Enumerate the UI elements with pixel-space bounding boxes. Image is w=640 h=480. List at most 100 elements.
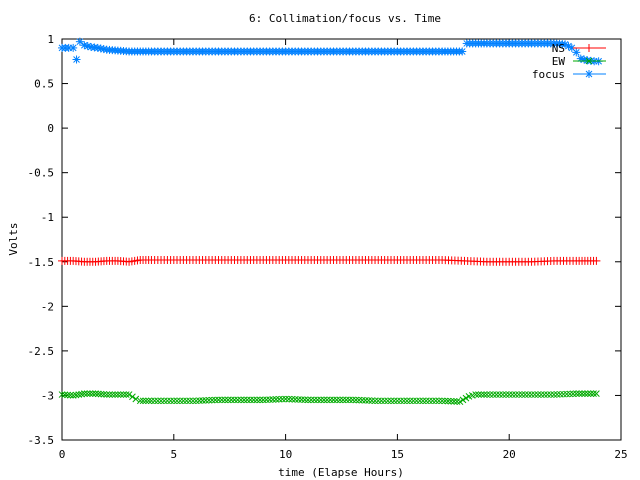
- series-fill-marker: [453, 398, 461, 405]
- series-fill-marker: [502, 391, 510, 398]
- data-point: [348, 47, 357, 56]
- y-tick-label: 1: [47, 33, 54, 46]
- x-axis-label: time (Elapse Hours): [278, 466, 404, 479]
- y-axis-label: Volts: [7, 222, 20, 255]
- series-fill-marker: [515, 391, 523, 398]
- series-fill-marker: [202, 397, 210, 404]
- series-fill-marker: [486, 391, 494, 398]
- series-fill-marker: [307, 396, 315, 404]
- series-fill-marker: [587, 390, 595, 398]
- data-point: [259, 47, 268, 56]
- series-fill-marker: [534, 391, 542, 398]
- data-point: [58, 391, 66, 398]
- series-fill-marker: [540, 391, 548, 398]
- data-point: [80, 257, 89, 266]
- data-point: [438, 47, 447, 56]
- series-fill-marker: [234, 396, 242, 404]
- data-point: [349, 396, 357, 404]
- series-fill-marker: [154, 397, 162, 405]
- data-point: [456, 398, 464, 406]
- series-fill-marker: [406, 397, 414, 405]
- series-fill-marker: [94, 390, 102, 398]
- legend-marker: [585, 70, 593, 78]
- data-point: [192, 397, 200, 405]
- data-point: [527, 39, 536, 48]
- data-point: [147, 47, 156, 56]
- series-fill-marker: [97, 390, 105, 398]
- series-fill-marker: [75, 391, 83, 398]
- data-point: [236, 47, 245, 56]
- series-fill-marker: [160, 397, 168, 405]
- data-point: [136, 47, 145, 56]
- data-point: [80, 41, 89, 50]
- series-ns: [58, 255, 601, 266]
- y-tick-label: 0.5: [34, 78, 54, 91]
- y-tick-label: 0: [47, 122, 54, 135]
- data-point: [236, 255, 245, 264]
- y-tick-label: -0.5: [28, 167, 55, 180]
- series-fill-marker: [78, 390, 85, 398]
- series-fill-marker: [320, 396, 328, 404]
- x-tick-label: 10: [279, 448, 292, 461]
- data-point: [114, 391, 122, 398]
- series-fill-marker: [374, 397, 382, 405]
- series-fill-marker: [167, 397, 174, 405]
- series-fill-marker: [381, 397, 388, 405]
- data-point: [58, 256, 66, 265]
- legend-marker: [585, 57, 593, 65]
- series-fill-marker: [384, 397, 392, 405]
- data-point: [169, 47, 178, 56]
- data-point: [326, 396, 334, 404]
- series-fill-marker: [553, 391, 561, 398]
- y-tick-label: -2: [41, 300, 54, 313]
- legend-label: EW: [552, 55, 566, 68]
- series-fill-marker: [275, 395, 283, 403]
- x-tick-label: 20: [503, 448, 516, 461]
- series-fill-marker: [563, 390, 571, 398]
- series-fill-marker: [157, 397, 165, 405]
- data-point: [192, 255, 201, 264]
- series-fill-marker: [253, 396, 261, 404]
- series-fill-marker: [441, 397, 449, 405]
- series-fill-marker: [429, 397, 436, 405]
- plot-frame: [61, 38, 622, 441]
- data-point: [102, 45, 111, 54]
- data-point: [170, 397, 178, 405]
- series-fill-marker: [173, 397, 181, 405]
- data-point: [572, 390, 580, 398]
- series-fill-marker: [462, 394, 470, 402]
- data-point: [147, 255, 156, 264]
- series-fill-marker: [323, 396, 331, 404]
- series-fill-marker: [117, 391, 125, 398]
- data-point: [237, 396, 245, 404]
- series-fill-marker: [358, 396, 366, 404]
- series-fill-marker: [403, 397, 411, 405]
- data-point: [113, 46, 122, 55]
- series-fill-marker: [288, 395, 296, 403]
- series-fill-marker: [419, 397, 427, 405]
- series-fill-marker: [295, 396, 302, 403]
- series-fill-marker: [410, 397, 417, 405]
- y-tick-label: -1: [41, 211, 54, 224]
- series-fill-marker: [180, 397, 187, 405]
- x-tick-label: 5: [170, 448, 177, 461]
- data-point: [303, 255, 312, 264]
- series-fill-marker: [205, 396, 213, 404]
- series-fill-marker: [64, 391, 71, 399]
- data-point: [136, 255, 145, 264]
- series-fill-marker: [368, 397, 376, 405]
- series-fill-marker: [247, 396, 254, 404]
- series-fill-marker: [378, 397, 385, 405]
- series-fill-marker: [83, 390, 91, 398]
- data-point: [113, 256, 122, 265]
- y-tick-label: -1.5: [28, 256, 55, 269]
- data-point: [326, 47, 335, 56]
- series-fill-marker: [317, 396, 325, 404]
- data-point: [91, 257, 100, 266]
- data-point: [304, 396, 312, 404]
- data-point: [72, 55, 81, 64]
- series-fill-marker: [346, 396, 353, 404]
- series-fill-marker: [521, 391, 529, 398]
- series-fill-marker: [547, 391, 555, 398]
